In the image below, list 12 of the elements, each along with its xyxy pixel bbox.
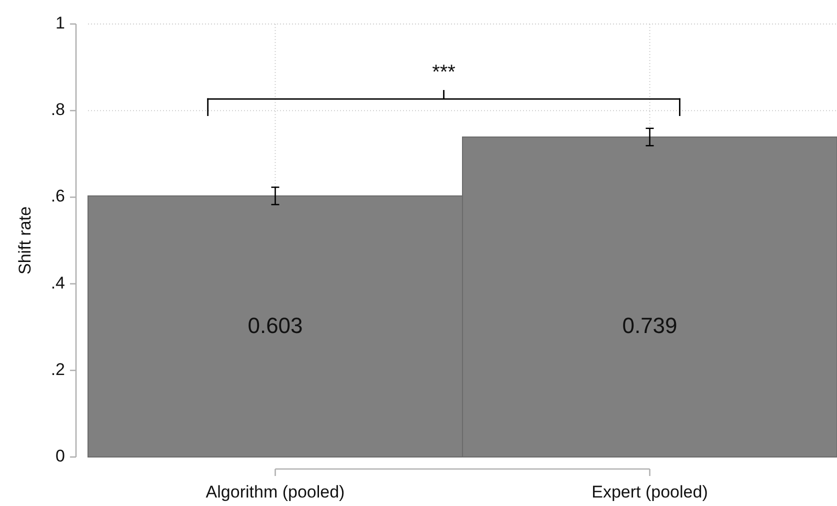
data-label: 0.603 [248,312,303,338]
data-label: 0.739 [622,312,678,338]
y-tick-label: 1 [56,13,65,32]
y-axis-title: Shift rate [15,206,34,275]
y-tick-label: .8 [50,100,65,120]
y-tick-label: .2 [50,360,65,379]
x-tick-label: Algorithm (pooled) [206,482,345,502]
y-tick-label: 0 [56,446,65,466]
y-tick-label: .4 [50,273,65,292]
annotation: *** [432,61,456,84]
x-tick-label: Expert (pooled) [592,482,708,502]
y-tick-label: .6 [50,186,65,206]
